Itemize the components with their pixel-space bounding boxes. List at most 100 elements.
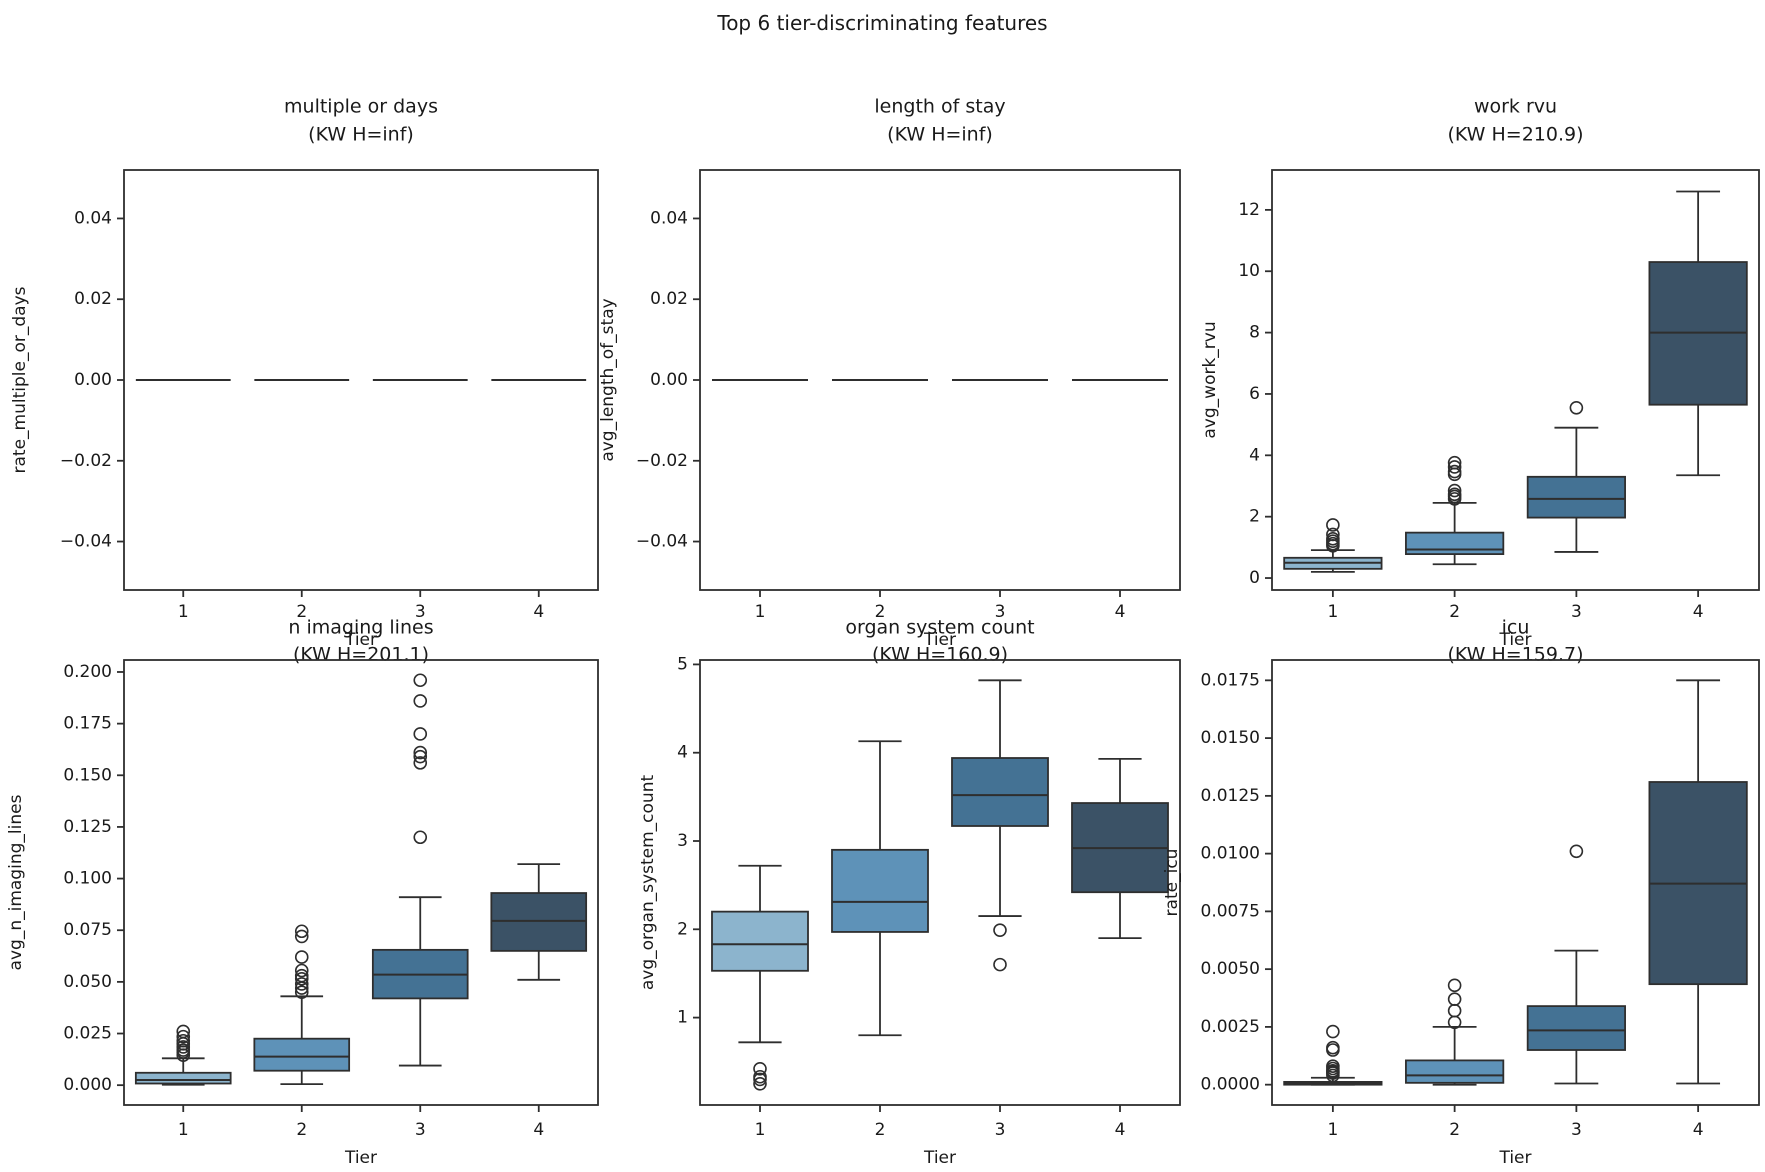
outlier-point bbox=[1447, 460, 1462, 474]
x-tick-label: 3 bbox=[1571, 1120, 1582, 1140]
y-tick-label: 0.025 bbox=[63, 1024, 112, 1044]
y-tick-label: 0.0175 bbox=[1201, 670, 1260, 690]
box-tier-1 bbox=[134, 1024, 232, 1086]
subplot-organ-system-count: organ system count (KW H=160.9) 1 2 3 4 5 1 2 3 4 T… bbox=[638, 617, 1181, 1168]
outlier-point bbox=[1326, 531, 1340, 546]
axes-frame bbox=[699, 659, 1181, 1106]
outlier-point bbox=[993, 923, 1007, 937]
outlier-point bbox=[1326, 1024, 1340, 1039]
x-tick-label: 4 bbox=[1115, 1120, 1126, 1140]
y-axis-label: rate_multiple_or_days bbox=[10, 286, 30, 473]
y-tick-label: 0 bbox=[1249, 568, 1260, 588]
y-tick-label: 4 bbox=[1249, 445, 1260, 465]
outlier-point bbox=[1447, 483, 1462, 498]
y-tick-label: 0.0100 bbox=[1201, 844, 1260, 864]
x-tick-label: 2 bbox=[875, 1120, 886, 1140]
outlier-point bbox=[413, 727, 428, 741]
y-axis-label: avg_n_imaging_lines bbox=[6, 794, 26, 970]
x-tick-label: 2 bbox=[1449, 602, 1460, 622]
box-tier-3 bbox=[951, 679, 1049, 972]
x-axis-label: Tier bbox=[923, 1148, 956, 1168]
axes-frame bbox=[123, 659, 599, 1106]
outlier-point bbox=[176, 1029, 191, 1044]
box-tier-2 bbox=[1405, 978, 1505, 1086]
iqr-box bbox=[1405, 531, 1505, 556]
box-tier-3 bbox=[1526, 844, 1626, 1085]
outlier-point bbox=[1447, 992, 1462, 1006]
x-tick-label: 4 bbox=[1693, 602, 1704, 622]
iqr-box bbox=[1526, 1005, 1626, 1051]
y-tick-label: 6 bbox=[1249, 384, 1260, 404]
x-tick-label: 4 bbox=[1693, 1120, 1704, 1140]
y-tick-label: 0.0125 bbox=[1201, 786, 1260, 806]
box-tier-1 bbox=[1283, 518, 1383, 573]
x-tick-label: 1 bbox=[1327, 602, 1338, 622]
outlier-point bbox=[294, 929, 309, 944]
subplot-title-feature: work rvu bbox=[1474, 96, 1557, 118]
iqr-box bbox=[134, 1071, 232, 1085]
outlier-point bbox=[413, 673, 428, 688]
y-tick-label: 8 bbox=[1249, 323, 1260, 343]
x-tick-label: 2 bbox=[296, 1120, 307, 1140]
x-axis-label: Tier bbox=[1498, 630, 1531, 650]
iqr-box bbox=[253, 1037, 351, 1072]
outlier-point bbox=[1326, 527, 1340, 542]
y-tick-label: 0.04 bbox=[74, 208, 112, 228]
outlier-point bbox=[1326, 1059, 1340, 1073]
subplot-title-kw: (KW H=inf) bbox=[308, 124, 414, 146]
outlier-point bbox=[1447, 455, 1462, 470]
axes-frame bbox=[1271, 659, 1760, 1106]
subplot-title-kw: (KW H=210.9) bbox=[1447, 124, 1583, 146]
y-tick-label: 0.02 bbox=[74, 289, 112, 309]
y-tick-label: 0.0000 bbox=[1201, 1075, 1260, 1095]
outlier-point bbox=[753, 1072, 767, 1087]
outlier-point bbox=[1569, 400, 1584, 415]
x-axis-label: Tier bbox=[1498, 1148, 1531, 1168]
y-tick-label: 3 bbox=[677, 831, 688, 851]
y-tick-label: 0.02 bbox=[650, 289, 688, 309]
outlier-point bbox=[1569, 844, 1584, 859]
x-tick-label: 4 bbox=[533, 602, 544, 622]
x-axis-label: Tier bbox=[344, 630, 377, 650]
y-tick-label: −0.04 bbox=[60, 532, 112, 552]
outlier-point bbox=[1326, 518, 1340, 532]
outlier-point bbox=[1447, 464, 1462, 479]
outlier-point bbox=[753, 1069, 767, 1084]
iqr-box bbox=[490, 892, 588, 952]
axes-frame bbox=[1271, 169, 1760, 591]
y-tick-label: 10 bbox=[1238, 261, 1260, 281]
y-tick-label: 0.125 bbox=[63, 817, 112, 837]
box-tier-2 bbox=[831, 740, 929, 1037]
box-tier-2 bbox=[253, 924, 351, 1086]
y-tick-label: 4 bbox=[677, 743, 688, 763]
subplot-title-kw: (KW H=201.1) bbox=[293, 644, 429, 666]
y-tick-label: 0.0150 bbox=[1201, 728, 1260, 748]
outlier-point bbox=[993, 957, 1007, 972]
box-tier-1 bbox=[711, 864, 809, 1091]
box-tier-3 bbox=[371, 673, 469, 1067]
box-tier-3 bbox=[1526, 400, 1626, 553]
outlier-point bbox=[294, 968, 309, 983]
y-tick-label: −0.04 bbox=[636, 532, 688, 552]
box-tier-4 bbox=[490, 863, 588, 981]
y-tick-label: −0.02 bbox=[60, 451, 112, 471]
x-tick-label: 2 bbox=[1449, 1120, 1460, 1140]
y-tick-label: 0.075 bbox=[63, 920, 112, 940]
outlier-point bbox=[413, 749, 428, 764]
outlier-point bbox=[1326, 1040, 1340, 1055]
y-tick-label: 0.00 bbox=[650, 370, 688, 390]
outlier-point bbox=[413, 830, 428, 845]
subplot-icu: icu (KW H=159.7) 0.0000 0.0025 0.0050 0.0075 0… bbox=[1162, 617, 1760, 1168]
subplot-title-kw: (KW H=inf) bbox=[887, 124, 993, 146]
y-tick-label: 0.150 bbox=[63, 765, 112, 785]
subplot-n-imaging-lines: n imaging lines (KW H=201.1) 0.000 0.025 0.0… bbox=[6, 617, 599, 1168]
subplot-title-kw: (KW H=159.7) bbox=[1447, 644, 1583, 666]
subplot-length-of-stay: length of stay (KW H=inf) −0.04 −0.02 0.00 0.… bbox=[598, 96, 1181, 650]
box-tier-4 bbox=[1648, 679, 1748, 1085]
subplot-multiple-or-days: multiple or days (KW H=inf) −0.04 −0.02 0.00… bbox=[10, 96, 599, 650]
iqr-box bbox=[711, 910, 809, 972]
y-axis-label: avg_length_of_stay bbox=[598, 298, 618, 461]
